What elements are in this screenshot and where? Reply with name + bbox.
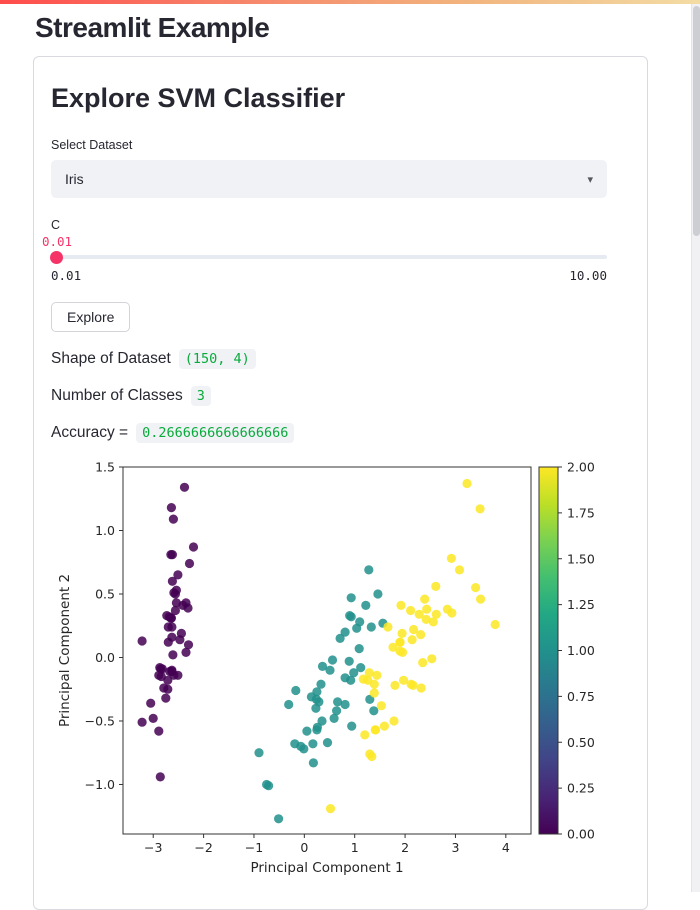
svg-text:2.00: 2.00 xyxy=(567,460,595,475)
c-slider-thumb[interactable] xyxy=(50,250,63,264)
svg-text:1: 1 xyxy=(351,840,359,855)
c-slider-min-label: 0.01 xyxy=(51,268,82,283)
svg-text:0: 0 xyxy=(300,840,308,855)
svg-text:0.50: 0.50 xyxy=(567,735,595,750)
number-of-classes-row: Number of Classes 3 xyxy=(51,386,606,406)
svg-text:1.5: 1.5 xyxy=(95,460,115,475)
svg-text:1.25: 1.25 xyxy=(567,597,595,612)
page-title: Streamlit Example xyxy=(35,12,270,43)
app-card: Explore SVM Classifier Select Dataset Ir… xyxy=(33,56,648,910)
svg-text:2: 2 xyxy=(401,840,409,855)
c-slider-max-label: 10.00 xyxy=(569,268,607,283)
pca-scatter-chart: −3 −2 −1 0 1 2 3 4 −1.0 −0.5 0.0 0.5 1.0 1.5 Principal… xyxy=(51,453,651,899)
svg-text:1.00: 1.00 xyxy=(567,643,595,658)
svg-text:0.75: 0.75 xyxy=(567,689,595,704)
pca-scatter-svg: −3 −2 −1 0 1 2 3 4 −1.0 −0.5 0.0 0.5 1.0 1.5 Principal… xyxy=(57,460,595,877)
svg-text:−0.5: −0.5 xyxy=(85,713,115,728)
svg-text:−2: −2 xyxy=(194,840,212,855)
main-content: Streamlit Example Explore SVM Classifier… xyxy=(0,4,691,910)
app-heading: Explore SVM Classifier xyxy=(51,83,346,113)
number-of-classes-value: 3 xyxy=(190,386,211,406)
explore-button[interactable]: Explore xyxy=(51,302,131,332)
shape-of-dataset-row: Shape of Dataset (150, 4) xyxy=(51,349,606,369)
accuracy-row: Accuracy = 0.2666666666666666 xyxy=(51,423,606,443)
number-of-classes-label: Number of Classes xyxy=(51,387,183,404)
svg-text:0.00: 0.00 xyxy=(567,827,595,842)
c-slider-track[interactable] xyxy=(50,250,607,264)
svg-text:0.5: 0.5 xyxy=(95,586,115,601)
accuracy-label: Accuracy = xyxy=(51,424,129,441)
svg-text:4: 4 xyxy=(502,840,510,855)
svg-text:0.25: 0.25 xyxy=(567,781,595,796)
dataset-selected-value: Iris xyxy=(65,171,84,187)
dataset-selectbox[interactable]: Iris ▾ xyxy=(51,160,607,198)
select-dataset-label: Select Dataset xyxy=(51,138,133,152)
shape-of-dataset-label: Shape of Dataset xyxy=(51,350,171,367)
chevron-down-icon: ▾ xyxy=(587,173,593,186)
accuracy-value: 0.2666666666666666 xyxy=(136,423,295,443)
svg-text:3: 3 xyxy=(451,840,459,855)
svg-text:1.75: 1.75 xyxy=(567,505,595,520)
svg-text:−1.0: −1.0 xyxy=(85,777,115,792)
c-slider-label: C xyxy=(51,218,61,232)
svg-text:1.50: 1.50 xyxy=(567,551,595,566)
svg-text:−3: −3 xyxy=(144,840,162,855)
svg-text:Principal Component 1: Principal Component 1 xyxy=(250,860,403,876)
c-slider-current-value: 0.01 xyxy=(41,234,73,249)
svg-text:1.0: 1.0 xyxy=(95,523,115,538)
svg-text:−1: −1 xyxy=(245,840,263,855)
scrollbar-thumb[interactable] xyxy=(692,6,700,236)
scrollbar[interactable] xyxy=(691,4,700,892)
svg-text:0.0: 0.0 xyxy=(95,650,115,665)
decoration-bar xyxy=(0,0,700,4)
svg-text:Principal Component 2: Principal Component 2 xyxy=(57,574,73,727)
shape-of-dataset-value: (150, 4) xyxy=(178,349,256,369)
c-slider: C 0.01 0.01 10.00 xyxy=(41,218,607,283)
